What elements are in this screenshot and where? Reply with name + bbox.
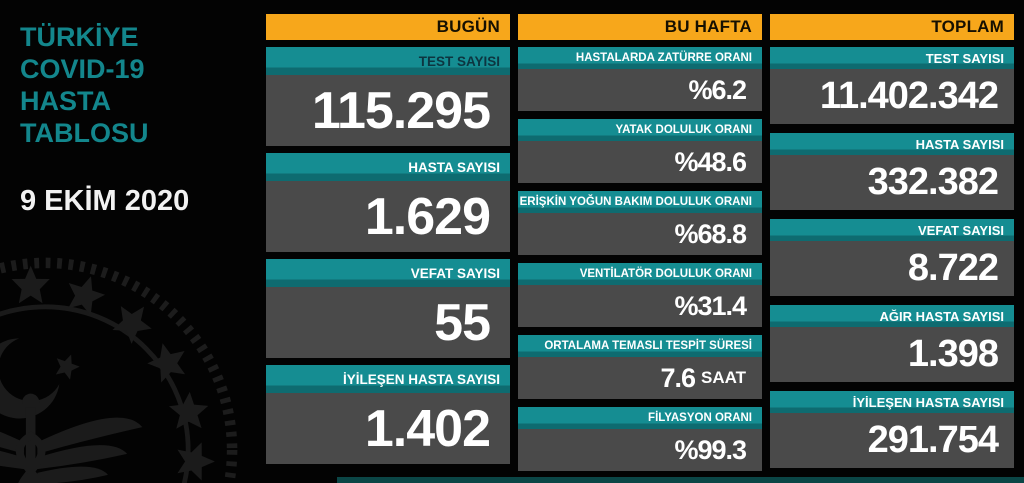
- left-panel: TÜRKİYE COVID-19 HASTA TABLOSU 9 EKİM 20…: [0, 0, 262, 483]
- column-header-toplam: TOPLAM: [770, 14, 1014, 40]
- stat-label: İYİLEŞEN HASTA SAYISI: [770, 391, 1014, 413]
- column-bu-hafta: BU HAFTA HASTALARDA ZATÜRRE ORANI %6.2 Y…: [518, 14, 762, 479]
- stat-block-iyilesen-bugun: İYİLEŞEN HASTA SAYISI 1.402: [266, 365, 510, 464]
- stat-block-hasta-sayisi-toplam: HASTA SAYISI 332.382: [770, 133, 1014, 210]
- stat-block-test-sayisi-toplam: TEST SAYISI 11.402.342: [770, 47, 1014, 124]
- stat-value: %99.3: [518, 429, 762, 471]
- stat-value: %31.4: [518, 285, 762, 327]
- stat-label: ERİŞKİN YOĞUN BAKIM DOLULUK ORANI: [518, 191, 762, 213]
- stat-value: %48.6: [518, 141, 762, 183]
- stat-label: VENTİLATÖR DOLULUK ORANI: [518, 263, 762, 285]
- stat-value: 1.629: [266, 181, 510, 252]
- stat-block-ventilator-doluluk: VENTİLATÖR DOLULUK ORANI %31.4: [518, 263, 762, 327]
- stat-label: İYİLEŞEN HASTA SAYISI: [266, 365, 510, 393]
- stat-value: %68.8: [518, 213, 762, 255]
- stat-label: TEST SAYISI: [770, 47, 1014, 69]
- page-title-line: TÜRKİYE: [20, 22, 139, 52]
- stat-value-number: 7.6: [660, 362, 696, 393]
- stat-block-filyasyon-orani: FİLYASYON ORANI %99.3: [518, 407, 762, 471]
- stat-value: 8.722: [770, 241, 1014, 296]
- stat-block-agir-hasta-sayisi: AĞIR HASTA SAYISI 1.398: [770, 305, 1014, 382]
- stat-block-iyilesen-toplam: İYİLEŞEN HASTA SAYISI 291.754: [770, 391, 1014, 468]
- stat-block-hasta-sayisi-bugun: HASTA SAYISI 1.629: [266, 153, 510, 252]
- stat-block-yogun-bakim-doluluk: ERİŞKİN YOĞUN BAKIM DOLULUK ORANI %68.8: [518, 191, 762, 255]
- stat-label: HASTALARDA ZATÜRRE ORANI: [518, 47, 762, 69]
- stat-label: YATAK DOLULUK ORANI: [518, 119, 762, 141]
- page-title-line: HASTA: [20, 86, 111, 116]
- stat-value: %6.2: [518, 69, 762, 111]
- stats-columns: BUGÜN TEST SAYISI 115.295 HASTA SAYISI 1…: [266, 14, 1014, 479]
- stat-value: 55: [266, 287, 510, 358]
- stat-label: VEFAT SAYISI: [266, 259, 510, 287]
- stat-value: 332.382: [770, 155, 1014, 210]
- stat-value: 291.754: [770, 413, 1014, 468]
- stat-label: VEFAT SAYISI: [770, 219, 1014, 241]
- column-toplam: TOPLAM TEST SAYISI 11.402.342 HASTA SAYI…: [770, 14, 1014, 479]
- bottom-accent-strip: [337, 477, 1024, 483]
- stat-block-vefat-sayisi-toplam: VEFAT SAYISI 8.722: [770, 219, 1014, 296]
- column-bugun: BUGÜN TEST SAYISI 115.295 HASTA SAYISI 1…: [266, 14, 510, 479]
- stat-value: 1.402: [266, 393, 510, 464]
- stat-label: TEST SAYISI: [266, 47, 510, 75]
- stat-label: ORTALAMA TEMASLI TESPİT SÜRESİ: [518, 335, 762, 357]
- stat-value: 7.6 SAAT: [518, 357, 762, 399]
- stat-value: 11.402.342: [770, 69, 1014, 124]
- column-header-bu-hafta: BU HAFTA: [518, 14, 762, 40]
- stat-label: HASTA SAYISI: [770, 133, 1014, 155]
- health-ministry-logo-icon: [0, 257, 238, 483]
- stat-value-unit: SAAT: [700, 368, 746, 387]
- stat-value: 115.295: [266, 75, 510, 146]
- page-title-line: COVID-19: [20, 54, 145, 84]
- stat-block-yatak-doluluk: YATAK DOLULUK ORANI %48.6: [518, 119, 762, 183]
- stat-block-zaturre-orani: HASTALARDA ZATÜRRE ORANI %6.2: [518, 47, 762, 111]
- report-date: 9 EKİM 2020: [20, 185, 190, 217]
- stat-label: FİLYASYON ORANI: [518, 407, 762, 429]
- page-title: TÜRKİYE COVID-19 HASTA TABLOSU: [0, 0, 262, 149]
- stat-label: HASTA SAYISI: [266, 153, 510, 181]
- stat-label: AĞIR HASTA SAYISI: [770, 305, 1014, 327]
- stat-block-temasli-tespit-suresi: ORTALAMA TEMASLI TESPİT SÜRESİ 7.6 SAAT: [518, 335, 762, 399]
- column-header-bugun: BUGÜN: [266, 14, 510, 40]
- stat-block-vefat-sayisi-bugun: VEFAT SAYISI 55: [266, 259, 510, 358]
- stat-block-test-sayisi-bugun: TEST SAYISI 115.295: [266, 47, 510, 146]
- page-title-line: TABLOSU: [20, 118, 149, 148]
- stat-value: 1.398: [770, 327, 1014, 382]
